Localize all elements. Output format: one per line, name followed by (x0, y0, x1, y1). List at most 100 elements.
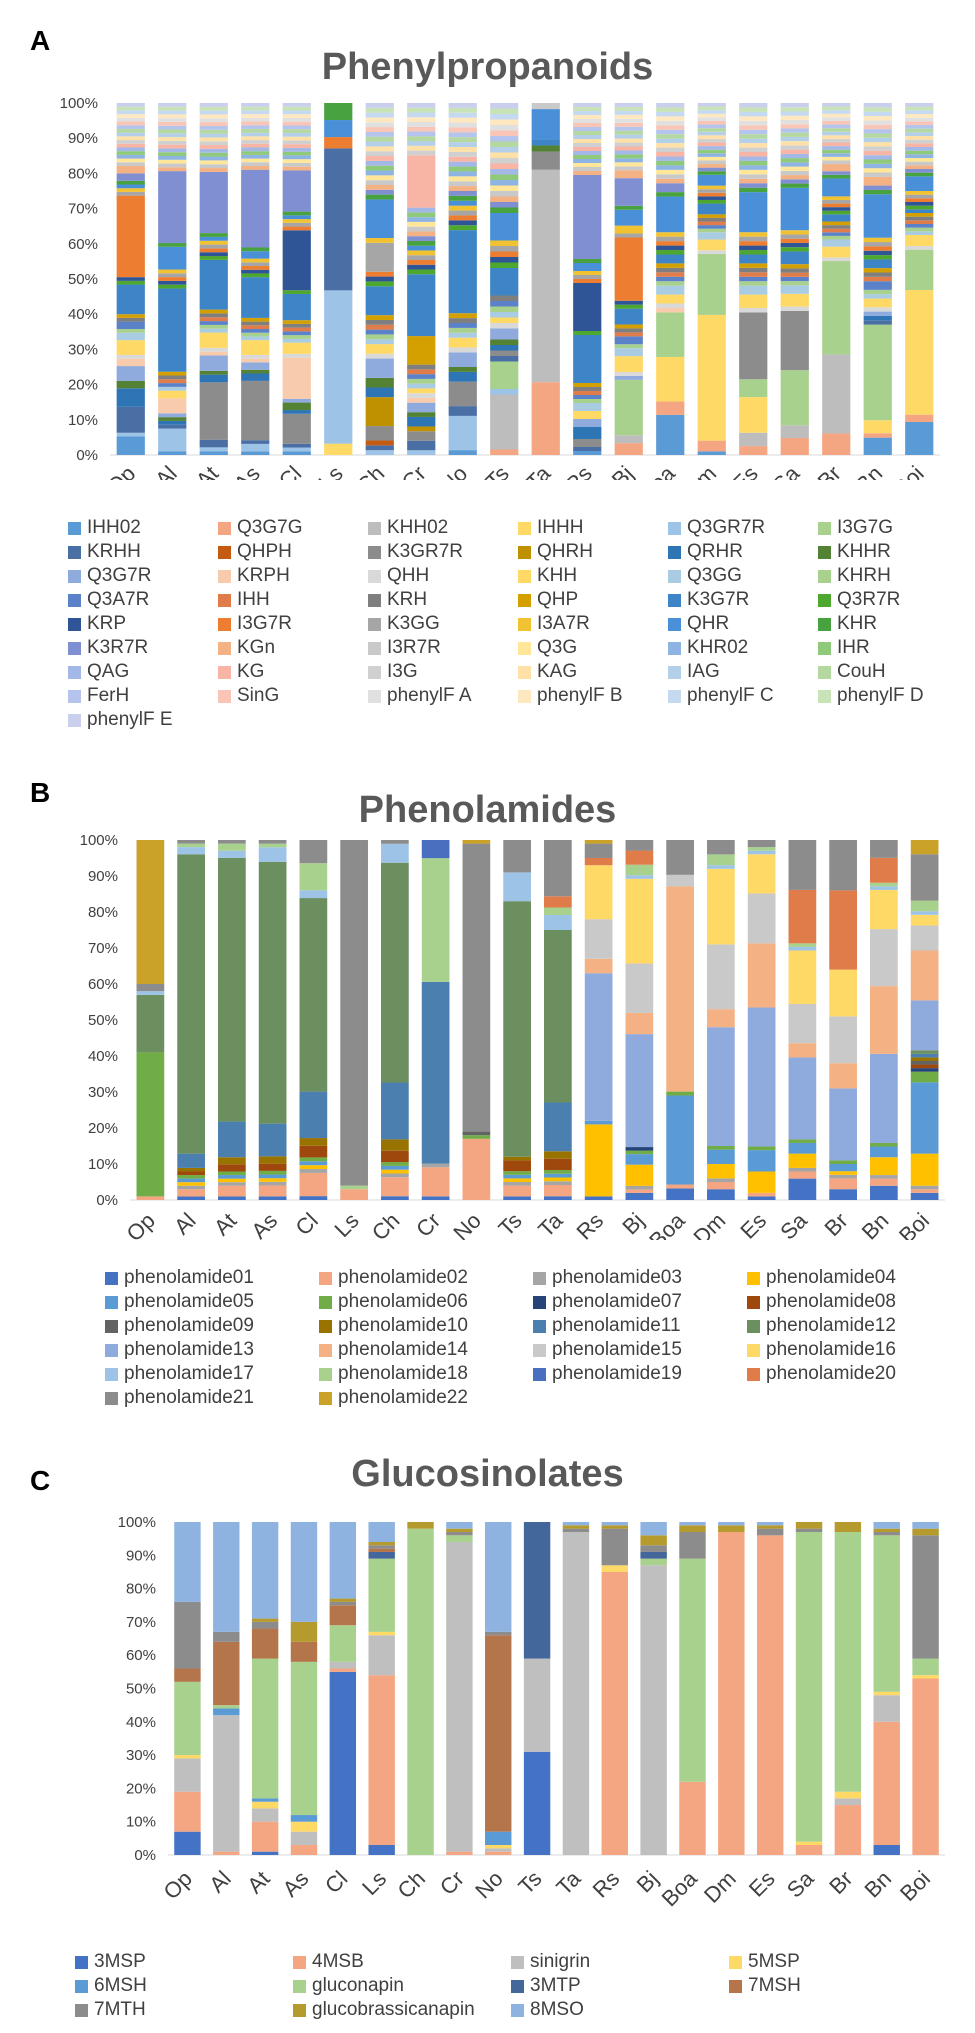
bar-segment-Op-4MSB (174, 1791, 201, 1832)
bar-segment-Ta-KHH02 (531, 169, 560, 383)
y-tick-label: 80% (68, 165, 98, 182)
bar-segment-Ts-QAG (490, 169, 519, 175)
bar-segment-At-QRHR (199, 374, 228, 383)
bar-segment-Ts-3MSP (523, 1751, 551, 1855)
bar-segment-Sa-glucobrassicanapin (795, 1522, 823, 1529)
bar-segment-Ch-phenolamide10 (381, 1139, 409, 1151)
bar-segment-Boa-I3G7R (656, 241, 685, 246)
bar-segment-Boa-4MSB (679, 1781, 706, 1855)
bar-segment-Es-4MSB (756, 1535, 784, 1855)
legend-label: sinigrin (530, 1951, 591, 1972)
legend-swatch (518, 617, 531, 631)
legend-label: IHHH (537, 517, 584, 538)
legend-item-phenolamide06: phenolamide06 (319, 1290, 533, 1314)
legend-label: phenolamide08 (766, 1291, 896, 1312)
bar-segment-Cr-Q3A7R (407, 374, 436, 379)
legend-item-Q3G7R: Q3G7R (68, 564, 218, 588)
legend-swatch (818, 641, 831, 655)
bar-segment-Boi-I3R7R (905, 161, 934, 166)
legend-swatch (105, 1391, 118, 1405)
bar-segment-At-CouH (199, 129, 228, 134)
bar-segment-Bn-KG (863, 150, 892, 156)
bar-segment-Bn-Q3G7R (863, 311, 892, 316)
bar-segment-Dm-glucobrassicanapin (718, 1525, 745, 1532)
bar-segment-Sa-KRP (780, 242, 809, 248)
bar-segment-At-phenolamide02 (218, 1185, 246, 1197)
legend-label: glucobrassicanapin (312, 1999, 475, 2020)
legend-swatch (511, 1979, 524, 1993)
bar-segment-Ch-QRHR (365, 387, 394, 398)
bar-segment-Bj-phenolamide16 (625, 878, 654, 964)
bar-segment-Es-K3GR7R (739, 312, 768, 380)
bar-segment-Cr-I3G (407, 150, 436, 156)
bar-segment-Bn-phenolamide16 (870, 889, 898, 930)
bar-segment-Br-Q3R7R (822, 210, 851, 215)
bar-segment-Rs-QRHR (573, 427, 602, 439)
bar-segment-Boa-phenylF-D (656, 107, 685, 112)
bar-segment-Cl-7MSH (329, 1605, 357, 1626)
bar-segment-Cl-SinG (282, 121, 311, 126)
bar-segment-Ch-phenolamide03 (381, 1173, 409, 1178)
bar-segment-Es-Q3A7R (739, 276, 768, 282)
bar-segment-At-KHR (199, 233, 228, 237)
bar-segment-Al-6MSH (213, 1708, 240, 1716)
bar-segment-Boi-K3G7R (905, 209, 934, 213)
bar-segment-Al-phenolamide02 (177, 1189, 205, 1197)
bar-segment-No-KAG (448, 147, 477, 152)
x-tick-label-Boi: Boi (895, 1866, 935, 1906)
legend-swatch (533, 1271, 546, 1285)
bar-segment-Ta-phenolamide01 (544, 1196, 572, 1200)
bar-segment-Op-CouH (116, 128, 145, 133)
y-tick-label: 10% (68, 412, 98, 429)
bar-segment-No-I3A7R (448, 205, 477, 211)
legend-item-phenolamide07: phenolamide07 (533, 1290, 747, 1314)
bar-segment-Ch-Q3G (365, 175, 394, 181)
bar-segment-Br-KHR02 (822, 153, 851, 157)
bar-segment-Br-phenolamide03 (829, 1174, 857, 1179)
legend-label: KRHH (87, 541, 141, 562)
bar-segment-Bn-phenolamide04 (870, 1157, 898, 1176)
bar-segment-Cl-IHR (282, 151, 311, 156)
bar-segment-Bn-glucobrassicanapin (873, 1528, 900, 1532)
bar-segment-Boi-phenolamide08 (910, 1064, 939, 1069)
bar-segment-As-K3GG (241, 262, 270, 267)
bar-segment-Dm-KRP (697, 196, 726, 200)
bar-segment-Ts-K3GG (490, 246, 519, 252)
x-tick-label-Rs: Rs (588, 1866, 625, 1903)
bar-segment-Br-Q3A7R (822, 232, 851, 236)
bar-segment-Al-phenylF-A (158, 118, 187, 122)
bar-segment-As-phenylF-C (241, 110, 270, 115)
bar-segment-Br-K3GG (822, 199, 851, 204)
bar-segment-Es-phenolamide13 (747, 1007, 776, 1147)
bar-segment-Ts-phenolamide05 (503, 1174, 531, 1179)
bar-segment-Bj-phenylF-B (614, 114, 643, 119)
bar-segment-Al-7MSH (213, 1641, 240, 1706)
bar-segment-As-phenolamide11 (258, 1123, 287, 1157)
bar-segment-At-K3G7R (199, 259, 228, 310)
bar-segment-Dm-phenolamide01 (707, 1189, 735, 1200)
bar-segment-Bn-phenylF-E (863, 103, 892, 108)
legend-swatch (218, 617, 231, 631)
legend-swatch (218, 545, 231, 559)
legend-swatch (729, 1979, 742, 1993)
bar-segment-Ls-5MSP (368, 1631, 395, 1636)
bar-segment-Bj-I3G7G (614, 379, 643, 436)
legend-item-I3R7R: I3R7R (368, 636, 518, 660)
bar-segment-Cr-I3A7R (407, 250, 436, 256)
bar-segment-Al-KRH (158, 375, 187, 380)
bar-segment-Cr-KGn (407, 231, 436, 237)
legend-item-KG: KG (218, 660, 368, 684)
bar-segment-At-KAG (199, 137, 228, 142)
bar-segment-Boa-K3R7R (656, 183, 685, 193)
y-tick-label: 0% (134, 1847, 156, 1864)
bar-segment-Ch-FerH (365, 131, 394, 137)
legend-item-I3A7R: I3A7R (518, 612, 668, 636)
bar-segment-Ch-phenolamide12 (381, 862, 409, 1083)
bar-segment-Sa-phenolamide15 (788, 1003, 817, 1044)
bar-segment-Al-Q3A7R (158, 383, 187, 387)
legend-swatch (668, 617, 681, 631)
chart-a-legend: IHH02 Q3G7G KHH02 IHHH Q3GR7R I3G7G KRHH QHPH K3… (68, 516, 968, 732)
bar-segment-Cl-8MSO (329, 1522, 357, 1599)
bar-segment-Boa-phenolamide01 (666, 1188, 694, 1200)
bar-segment-As-I3R7R (241, 162, 270, 166)
